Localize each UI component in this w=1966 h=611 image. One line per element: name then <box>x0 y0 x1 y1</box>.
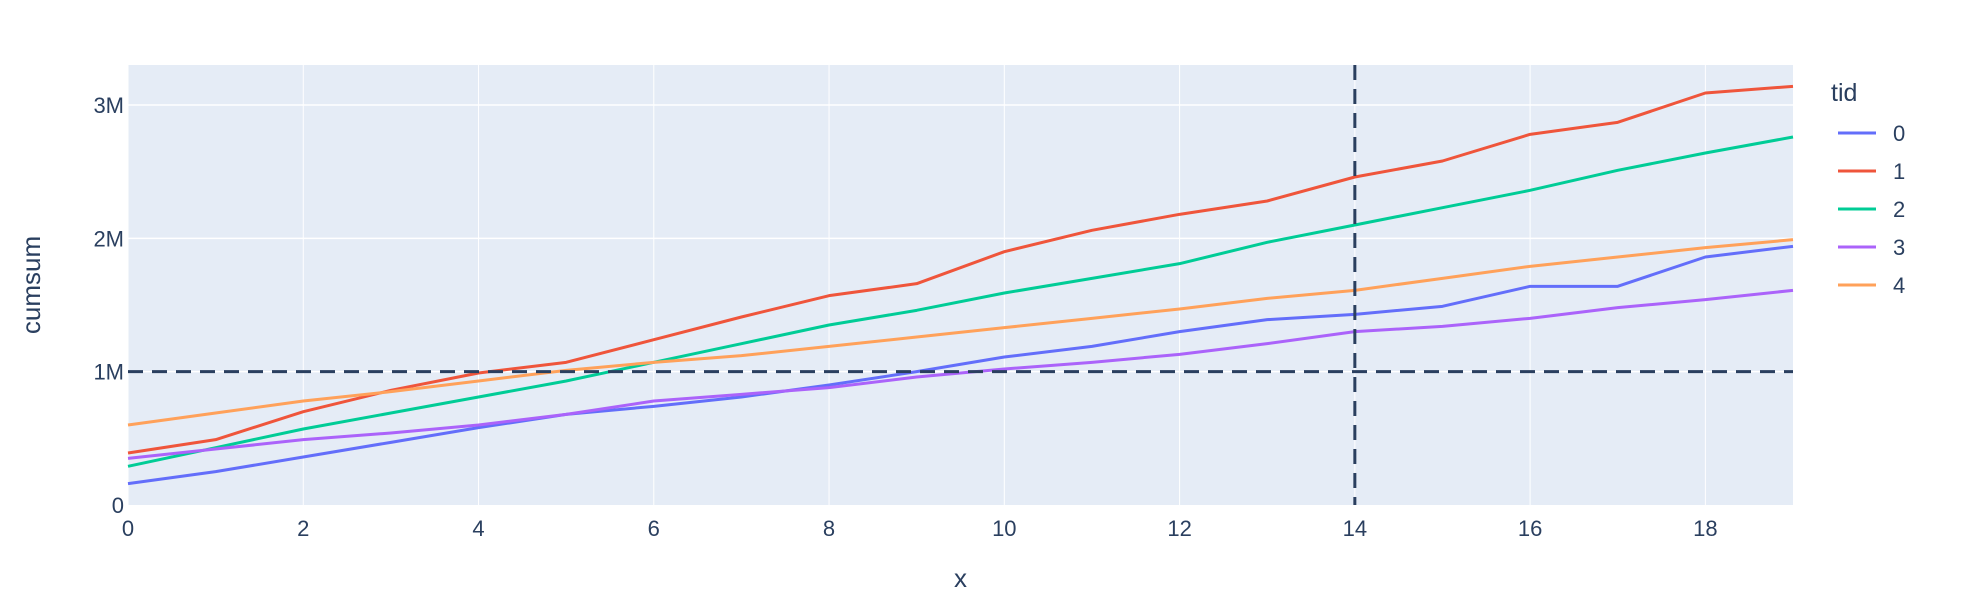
legend-label-3: 3 <box>1893 235 1905 260</box>
y-tick-label: 2M <box>93 226 124 251</box>
series-line-3 <box>127 288 1794 460</box>
legend-title: tid <box>1831 79 1857 107</box>
y-axis-title: cumsum <box>16 236 46 334</box>
reference-lines <box>128 65 1793 505</box>
legend-label-1: 1 <box>1893 159 1905 184</box>
legend: tid 0 1 2 3 4 <box>1831 79 1905 298</box>
x-tick-label: 4 <box>472 516 484 541</box>
series-line-0 <box>127 244 1794 486</box>
x-tick-label: 0 <box>122 516 134 541</box>
series-line-4 <box>127 238 1794 427</box>
y-tick-label: 3M <box>93 93 124 118</box>
x-tick-label: 14 <box>1343 516 1367 541</box>
x-tick-label: 2 <box>297 516 309 541</box>
x-tick-label: 12 <box>1167 516 1191 541</box>
x-tick-label: 18 <box>1693 516 1717 541</box>
legend-label-4: 4 <box>1893 273 1905 298</box>
x-axis-title: x <box>954 563 967 593</box>
y-tick-label: 0 <box>112 493 124 518</box>
axis-ticks: 0 2 4 6 8 10 12 14 16 18 0 1M 2M 3M <box>93 93 1717 541</box>
series-lines <box>127 84 1794 486</box>
series-line-1 <box>127 84 1794 455</box>
legend-label-0: 0 <box>1893 121 1905 146</box>
series-line-2 <box>127 135 1794 468</box>
x-tick-label: 16 <box>1518 516 1542 541</box>
x-tick-label: 10 <box>992 516 1016 541</box>
x-tick-label: 8 <box>823 516 835 541</box>
y-tick-label: 1M <box>93 360 124 385</box>
x-tick-label: 6 <box>648 516 660 541</box>
legend-label-2: 2 <box>1893 197 1905 222</box>
